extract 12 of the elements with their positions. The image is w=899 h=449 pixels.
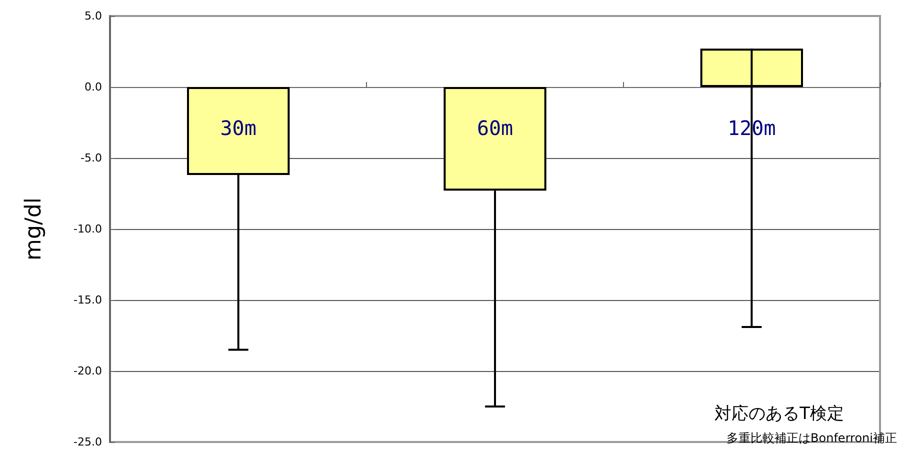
y-tick-label: -25.0 [74,436,102,448]
y-tick-label: 5.0 [84,10,102,22]
y-tick-label: -10.0 [74,222,102,236]
y-tick-label: -20.0 [74,364,102,378]
annotation: 対応のあるT検定 [714,403,844,425]
y-tick-label: 0.0 [84,80,102,94]
y-tick-label: -5.0 [80,152,102,164]
y-axis-title: mg/dl [22,198,46,260]
y-tick-label: -15.0 [74,294,102,306]
x-tick-label: 60m [476,116,514,140]
annotation: 多重比較補正はBonferroni補正 [726,430,897,447]
x-tick-label: 30m [220,116,256,140]
